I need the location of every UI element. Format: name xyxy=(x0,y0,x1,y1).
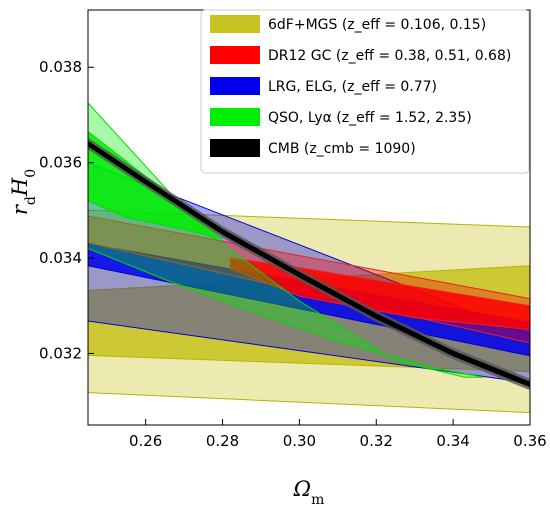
y-tick-label: 0.036 xyxy=(39,154,82,172)
series-layer xyxy=(88,102,530,414)
y-tick-label: 0.038 xyxy=(39,58,82,76)
legend-swatch xyxy=(210,139,260,157)
legend-label: DR12 GC (z_eff = 0.38, 0.51, 0.68) xyxy=(268,48,511,64)
x-tick-label: 0.28 xyxy=(206,432,239,450)
legend-frame xyxy=(200,9,530,174)
legend: 6dF+MGS (z_eff = 0.106, 0.15) DR12 GC (z_… xyxy=(200,9,530,174)
legend-swatch xyxy=(210,15,260,33)
contour-3-2sigma xyxy=(88,102,484,378)
x-tick-label: 0.30 xyxy=(283,432,316,450)
y-axis-label: rdH0 xyxy=(8,169,39,215)
x-tick-label: 0.36 xyxy=(513,432,546,450)
x-tick-label: 0.32 xyxy=(360,432,393,450)
legend-swatch xyxy=(210,46,260,64)
legend-swatch xyxy=(210,108,260,126)
y-tick-label: 0.034 xyxy=(39,249,82,267)
svg-text:rdH0: rdH0 xyxy=(8,169,39,215)
legend-label: 6dF+MGS (z_eff = 0.106, 0.15) xyxy=(268,17,486,33)
y-tick-label: 0.032 xyxy=(39,344,82,362)
legend-label: LRG, ELG, (z_eff = 0.77) xyxy=(268,79,437,95)
y-axis: 0.032 0.034 0.036 0.038 xyxy=(39,58,94,362)
legend-label: CMB (z_cmb = 1090) xyxy=(268,141,416,157)
x-axis: 0.26 0.28 0.30 0.32 0.34 0.36 xyxy=(129,419,547,450)
legend-label: QSO, Lyα (z_eff = 1.52, 2.35) xyxy=(268,110,472,126)
legend-swatch xyxy=(210,77,260,95)
x-axis-label: Ωm xyxy=(293,477,325,505)
x-tick-label: 0.34 xyxy=(436,432,469,450)
x-tick-label: 0.26 xyxy=(129,432,162,450)
svg-text:Ωm: Ωm xyxy=(293,477,325,505)
